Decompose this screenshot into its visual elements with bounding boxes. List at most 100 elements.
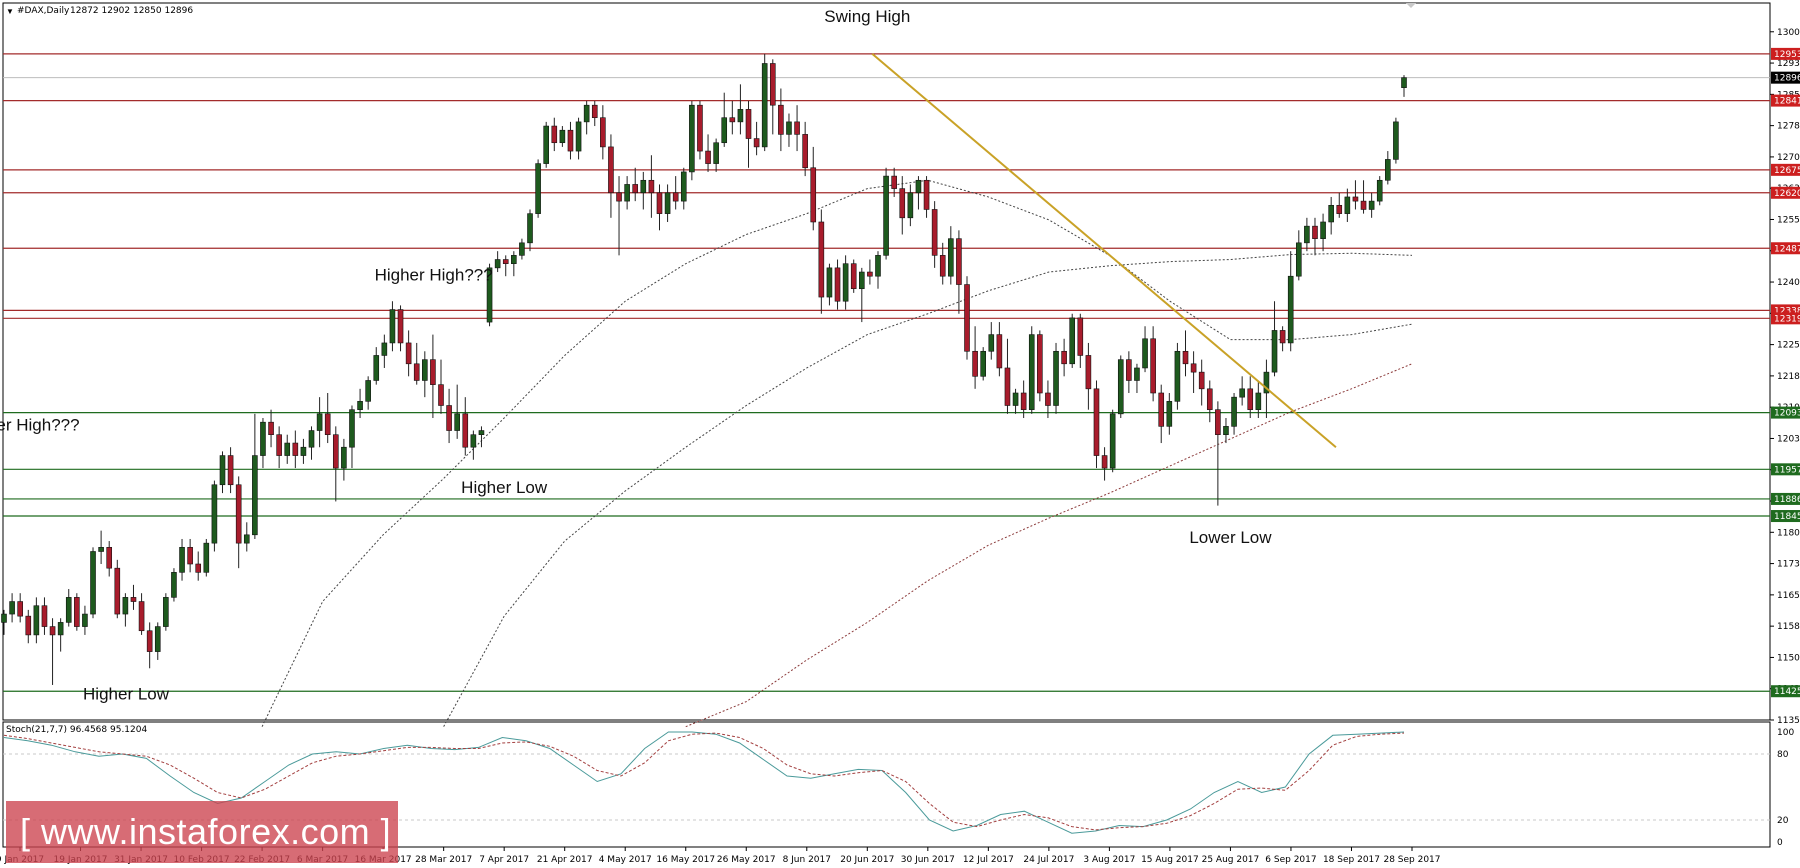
price-level-badge — [1771, 94, 1800, 107]
candle — [1142, 326, 1148, 373]
candle-body — [235, 484, 242, 544]
candle-body — [454, 413, 460, 431]
x-tick-label: 15 Aug 2017 — [1141, 855, 1199, 865]
y-tick-label: 11506 — [1777, 653, 1800, 663]
x-tick-label: 12 Jul 2017 — [963, 855, 1014, 865]
candle — [575, 117, 582, 160]
candle — [462, 397, 469, 456]
candle-body — [721, 117, 728, 144]
candle — [276, 426, 282, 469]
candle-body — [745, 109, 752, 139]
candle-body — [1247, 388, 1254, 410]
candle-body — [57, 622, 64, 636]
candle — [227, 447, 234, 494]
x-tick-label: 21 Apr 2017 — [537, 855, 593, 865]
candlesticks — [1, 53, 1407, 685]
candle-body — [834, 267, 841, 302]
candle-body — [98, 547, 104, 552]
chart-scroll-marker[interactable] — [1406, 3, 1416, 8]
candle-body — [1126, 359, 1132, 381]
candle — [41, 597, 48, 635]
candle — [203, 538, 210, 577]
candle-body — [778, 104, 784, 135]
candle — [122, 593, 129, 627]
candle-body — [1093, 388, 1100, 456]
candle-body — [1190, 363, 1197, 373]
candle — [1223, 418, 1229, 444]
y-tick-label: 12256 — [1777, 341, 1800, 351]
candle — [648, 155, 655, 218]
x-tick-label: 8 Jun 2017 — [783, 855, 831, 865]
candle-body — [1255, 392, 1262, 410]
candle-body — [171, 572, 177, 598]
candle-body — [1109, 413, 1116, 469]
stoch-tick-label: 100 — [1777, 728, 1794, 738]
price-level-badge-label: 12675 — [1774, 166, 1800, 176]
candle — [1352, 180, 1359, 210]
candle-body — [276, 434, 282, 456]
candle-body — [1134, 367, 1140, 381]
candle — [1150, 326, 1156, 402]
candle — [9, 593, 15, 623]
candle — [381, 334, 388, 368]
candle-body — [486, 267, 493, 323]
candle — [1320, 213, 1326, 252]
price-level-badge — [1771, 163, 1800, 176]
candle — [1287, 251, 1294, 352]
candle-body — [1271, 330, 1278, 373]
dropdown-arrow-icon[interactable]: ▼ — [6, 7, 14, 16]
candle-body — [907, 192, 914, 219]
candle — [891, 167, 897, 197]
stoch-tick-label: 80 — [1777, 750, 1789, 760]
candle — [422, 351, 428, 398]
candle-body — [1053, 350, 1059, 406]
candle-body — [502, 259, 509, 264]
scroll-marker-icon[interactable] — [1406, 3, 1416, 8]
price-level-badge-label: 12620 — [1774, 189, 1800, 199]
candle — [1215, 401, 1221, 506]
candle-body — [616, 192, 622, 202]
candle — [753, 121, 760, 156]
candle — [794, 105, 800, 152]
candle — [842, 255, 849, 310]
candle — [948, 226, 954, 285]
price-level-badge-label: 12487 — [1774, 244, 1800, 254]
x-tick-label: 4 May 2017 — [599, 855, 652, 865]
candle-body — [430, 359, 436, 385]
candle — [1, 609, 7, 635]
candle — [672, 176, 679, 210]
candle — [583, 101, 590, 135]
candle — [138, 593, 145, 635]
candle-body — [988, 334, 995, 352]
candle — [430, 334, 436, 419]
candle-body — [438, 384, 444, 406]
candle — [859, 267, 865, 323]
candle — [243, 522, 250, 552]
y-tick-label: 12556 — [1777, 215, 1800, 225]
candle — [1069, 313, 1076, 368]
candle — [478, 426, 485, 448]
candle-body — [1150, 338, 1156, 394]
candle — [1401, 75, 1407, 97]
candle-body — [187, 547, 193, 565]
candle-body — [818, 221, 825, 298]
candle — [130, 584, 137, 610]
candle-body — [608, 146, 614, 194]
x-tick-label: 28 Sep 2017 — [1383, 855, 1440, 865]
candle-body — [1239, 388, 1245, 398]
candle-body — [1004, 367, 1011, 406]
candle-body — [308, 430, 315, 448]
ohlc-label: 12872 12902 12850 12896 — [70, 6, 193, 16]
candle — [745, 101, 752, 168]
candle-body — [648, 179, 655, 194]
candle — [600, 105, 606, 160]
candle-body — [146, 630, 153, 652]
candle-body — [365, 380, 371, 402]
candle-body — [341, 446, 347, 469]
candle — [883, 167, 889, 260]
candle-body — [737, 109, 744, 123]
candle-body — [1352, 196, 1359, 202]
